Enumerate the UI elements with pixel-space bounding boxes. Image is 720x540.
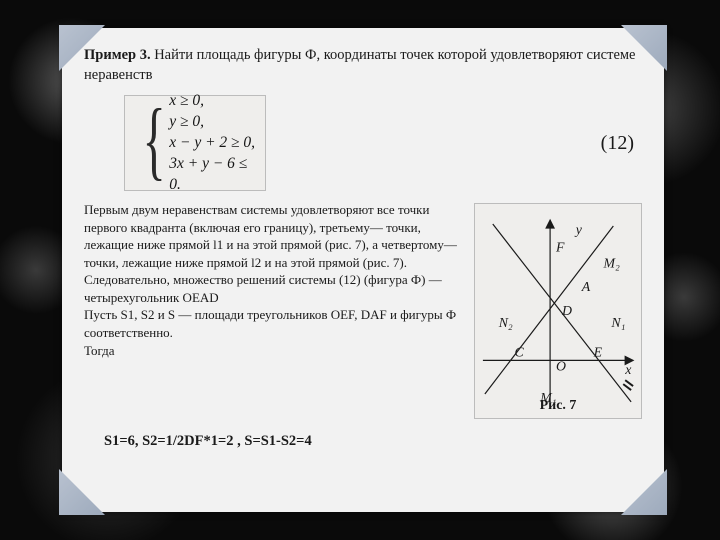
content-panel: Пример 3. Найти площадь фигуры Ф, коорди… (62, 28, 664, 512)
corner-decoration (59, 469, 105, 515)
title: Пример 3. Найти площадь фигуры Ф, коорди… (84, 46, 642, 85)
point-D-label: D (561, 303, 572, 318)
title-text: Найти площадь фигуры Ф, координаты точек… (84, 47, 636, 83)
equation-lines: x ≥ 0, y ≥ 0, x − y + 2 ≥ 0, 3x + y − 6 … (169, 91, 261, 196)
corner-decoration (621, 469, 667, 515)
eq-line: x − y + 2 ≥ 0, (169, 133, 261, 154)
eq-line: 3x + y − 6 ≤ 0. (169, 154, 261, 196)
point-O-label: O (556, 358, 566, 373)
figure-svg: y x O F A D C E M₂ M₁ N₁ N₂ (475, 204, 641, 418)
eq-line: x ≥ 0, (169, 91, 261, 112)
system-of-inequalities: { x ≥ 0, y ≥ 0, x − y + 2 ≥ 0, 3x + y − … (124, 95, 266, 191)
axis-y-label: y (574, 222, 583, 237)
figure-caption: Рис. 7 (475, 398, 641, 414)
axis-x-label: x (624, 362, 632, 377)
eq-line: y ≥ 0, (169, 112, 261, 133)
result-line: S1=6, S2=1/2DF*1=2 , S=S1-S2=4 (104, 433, 642, 450)
body-row: Первым двум неравенствам системы удовлет… (84, 201, 642, 419)
line-N2-label: N₂ (498, 315, 513, 330)
brace-icon: { (143, 104, 166, 179)
point-E-label: E (593, 345, 603, 360)
equation-number: (12) (601, 132, 634, 155)
point-F-label: F (555, 240, 565, 255)
point-A-label: A (581, 279, 591, 294)
title-prefix: Пример 3. (84, 47, 151, 63)
point-C-label: C (515, 345, 525, 360)
equation-row: { x ≥ 0, y ≥ 0, x − y + 2 ≥ 0, 3x + y − … (84, 95, 642, 191)
line-M2-label: M₂ (602, 256, 620, 271)
figure-7: y x O F A D C E M₂ M₁ N₁ N₂ Рис. 7 (474, 203, 642, 419)
line-N1-label: N₁ (610, 315, 625, 330)
body-text: Первым двум неравенствам системы удовлет… (84, 201, 464, 419)
